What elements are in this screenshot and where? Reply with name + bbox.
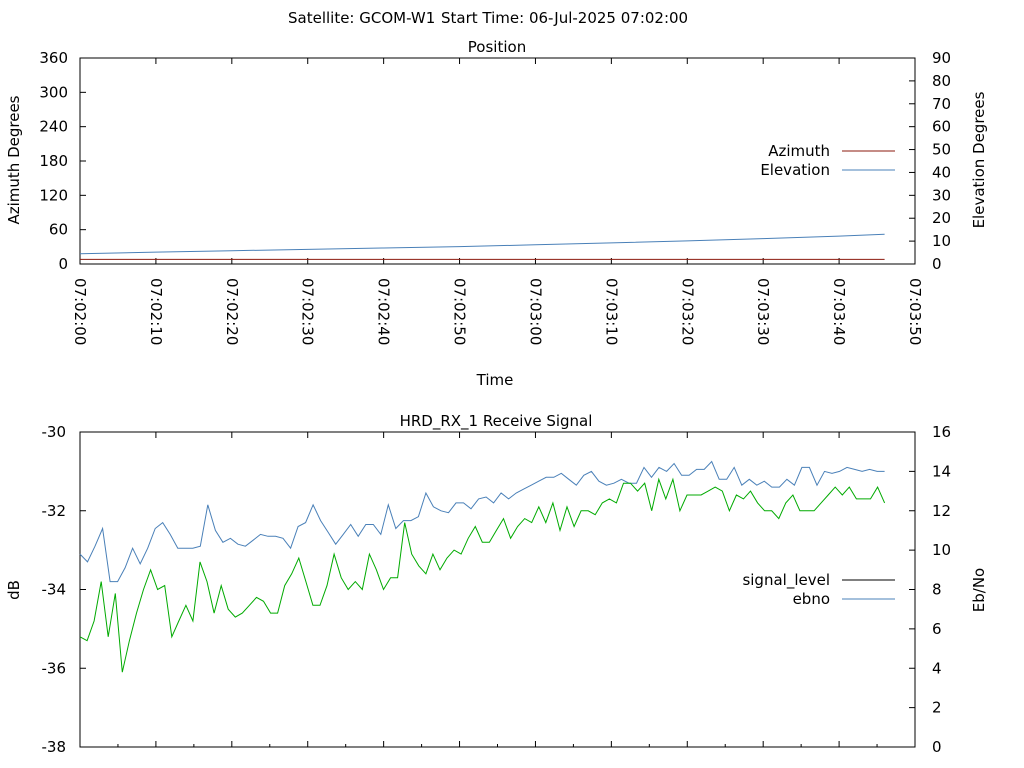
ebno-tick-label: 8 bbox=[932, 581, 942, 599]
db-tick-label: -34 bbox=[42, 581, 67, 599]
azimuth-tick-label: 180 bbox=[39, 152, 68, 170]
azimuth-tick-label: 120 bbox=[39, 186, 68, 204]
azimuth-tick-label: 0 bbox=[58, 255, 68, 273]
elevation-tick-label: 90 bbox=[932, 49, 951, 67]
time-tick-label: 07:03:20 bbox=[678, 278, 696, 345]
position-series bbox=[79, 233, 885, 260]
elevation-tick-label: 40 bbox=[932, 163, 951, 181]
signal-chart-title: HRD_RX_1 Receive Signal bbox=[400, 412, 593, 431]
db-tick-label: -32 bbox=[42, 502, 67, 520]
position-axes: 0 60 120 180 240 300 360 0 10 20 30 40 50 60 70 80 90 07:… bbox=[39, 49, 951, 345]
series-line-ebno bbox=[79, 460, 885, 583]
ebno-tick-label: 2 bbox=[932, 699, 942, 717]
legend-label-ebno: ebno bbox=[793, 590, 830, 608]
azimuth-tick-label: 300 bbox=[39, 83, 68, 101]
time-tick-label: 07:02:40 bbox=[375, 278, 393, 345]
ebno-tick-label: 16 bbox=[932, 423, 951, 441]
satellite-label: Satellite: GCOM-W1 bbox=[288, 9, 435, 27]
time-tick-label: 07:02:00 bbox=[71, 278, 89, 345]
position-chart-title: Position bbox=[468, 38, 526, 56]
ebno-axis-label: Eb/No bbox=[970, 568, 988, 612]
db-axis-label: dB bbox=[5, 580, 23, 600]
time-tick-label: 07:03:40 bbox=[830, 278, 848, 345]
legend-label-signal_level: signal_level bbox=[742, 571, 830, 590]
signal-axes: -38 -36 -34 -32 -30 0 2 4 6 8 10 12 14 16 bbox=[42, 423, 952, 756]
time-tick-label: 07:03:00 bbox=[526, 278, 544, 345]
azimuth-tick-label: 240 bbox=[39, 118, 68, 136]
ebno-tick-label: 6 bbox=[932, 620, 942, 638]
time-axis-label: Time bbox=[476, 371, 514, 389]
position-chart: Position 0 60 120 180 240 300 360 0 10 20 30 40 50 60… bbox=[5, 38, 988, 389]
ebno-tick-label: 4 bbox=[932, 659, 942, 677]
azimuth-axis-label: Azimuth Degrees bbox=[5, 95, 23, 224]
time-tick-label: 07:02:50 bbox=[451, 278, 469, 345]
signal-plot-frame bbox=[79, 431, 916, 748]
ebno-tick-label: 10 bbox=[932, 541, 951, 559]
time-tick-label: 07:02:30 bbox=[299, 278, 317, 345]
signal-chart: HRD_RX_1 Receive Signal -38 -36 -34 -32 -30 0… bbox=[5, 412, 988, 756]
ebno-tick-label: 12 bbox=[932, 502, 951, 520]
time-tick-label: 07:03:10 bbox=[602, 278, 620, 345]
signal-series bbox=[79, 460, 886, 673]
series-line-green_trace bbox=[79, 477, 886, 673]
legend-label-elevation: Elevation bbox=[760, 161, 830, 179]
time-tick-label: 07:03:30 bbox=[754, 278, 772, 345]
db-tick-label: -36 bbox=[42, 659, 67, 677]
azimuth-tick-label: 360 bbox=[39, 49, 68, 67]
elevation-tick-label: 0 bbox=[932, 255, 942, 273]
elevation-axis-label: Elevation Degrees bbox=[970, 91, 988, 228]
elevation-tick-label: 60 bbox=[932, 118, 951, 136]
time-tick-label: 07:02:10 bbox=[147, 278, 165, 345]
elevation-tick-label: 10 bbox=[932, 232, 951, 250]
elevation-tick-label: 30 bbox=[932, 186, 951, 204]
series-line-elevation bbox=[79, 233, 885, 255]
elevation-tick-label: 70 bbox=[932, 95, 951, 113]
azimuth-tick-label: 60 bbox=[49, 221, 68, 239]
ebno-tick-label: 14 bbox=[932, 462, 951, 480]
elevation-tick-label: 50 bbox=[932, 141, 951, 159]
elevation-tick-label: 80 bbox=[932, 72, 951, 90]
start-time-label: Start Time: 06-Jul-2025 07:02:00 bbox=[441, 9, 688, 27]
legend-label-azimuth: Azimuth bbox=[768, 142, 830, 160]
elevation-tick-label: 20 bbox=[932, 209, 951, 227]
db-tick-label: -30 bbox=[42, 423, 67, 441]
db-tick-label: -38 bbox=[42, 738, 67, 756]
ebno-tick-label: 0 bbox=[932, 738, 942, 756]
time-tick-label: 07:02:20 bbox=[223, 278, 241, 345]
time-tick-label: 07:03:50 bbox=[906, 278, 924, 345]
